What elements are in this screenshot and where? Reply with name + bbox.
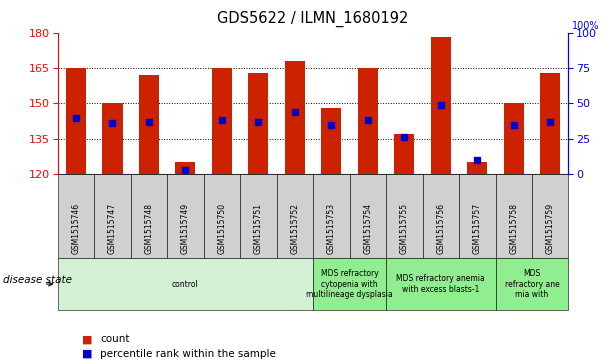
Text: MDS refractory
cytopenia with
multilineage dysplasia: MDS refractory cytopenia with multilinea…	[306, 269, 393, 299]
Bar	[430, 37, 451, 174]
Text: MDS refractory anemia
with excess blasts-1: MDS refractory anemia with excess blasts…	[396, 274, 485, 294]
Text: count: count	[100, 334, 130, 344]
Bar	[358, 68, 378, 174]
Text: GSM1515753: GSM1515753	[327, 203, 336, 254]
Text: GSM1515754: GSM1515754	[364, 203, 372, 254]
Text: GSM1515746: GSM1515746	[72, 203, 80, 254]
Bar	[139, 75, 159, 174]
Text: GDS5622 / ILMN_1680192: GDS5622 / ILMN_1680192	[218, 11, 409, 27]
Text: GSM1515757: GSM1515757	[473, 203, 482, 254]
Bar	[394, 134, 414, 174]
Bar	[175, 163, 195, 174]
Bar	[212, 68, 232, 174]
Text: ■: ■	[82, 334, 92, 344]
Text: GSM1515748: GSM1515748	[145, 203, 153, 254]
Text: MDS
refractory ane
mia with: MDS refractory ane mia with	[505, 269, 559, 299]
Text: ■: ■	[82, 349, 92, 359]
Text: GSM1515751: GSM1515751	[254, 203, 263, 254]
Bar	[66, 68, 86, 174]
Bar	[540, 73, 561, 174]
Text: disease state: disease state	[3, 276, 72, 285]
Text: GSM1515749: GSM1515749	[181, 203, 190, 254]
Bar	[248, 73, 268, 174]
Text: GSM1515756: GSM1515756	[437, 203, 445, 254]
Bar	[102, 103, 122, 174]
Text: GSM1515747: GSM1515747	[108, 203, 117, 254]
Text: control: control	[172, 280, 199, 289]
Bar	[285, 61, 305, 174]
Text: GSM1515752: GSM1515752	[291, 203, 299, 254]
Text: percentile rank within the sample: percentile rank within the sample	[100, 349, 276, 359]
Bar	[467, 163, 487, 174]
Text: GSM1515750: GSM1515750	[218, 203, 226, 254]
Bar	[321, 108, 341, 174]
Bar	[503, 103, 524, 174]
Text: 100%: 100%	[572, 21, 599, 31]
Text: GSM1515758: GSM1515758	[510, 203, 518, 254]
Text: GSM1515755: GSM1515755	[400, 203, 409, 254]
Text: GSM1515759: GSM1515759	[546, 203, 554, 254]
